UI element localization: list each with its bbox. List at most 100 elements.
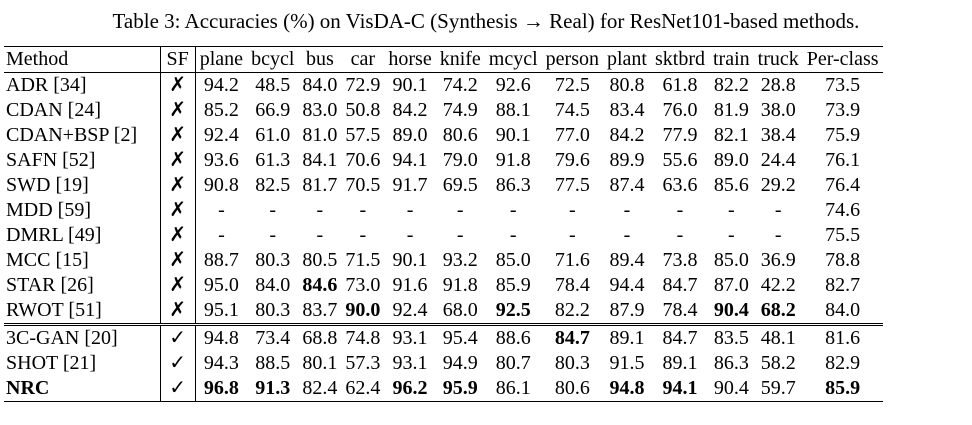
method-cell: RWOT [51]	[6, 299, 102, 321]
value-cell: 80.6	[541, 376, 603, 402]
value-cell: 82.2	[554, 299, 590, 321]
value-cell: 90.0	[345, 299, 381, 321]
source-free-cell: ✗	[159, 72, 196, 98]
value-cell: 85.9	[802, 376, 883, 402]
value-cell: 88.1	[495, 99, 531, 121]
value-cell: 77.0	[554, 124, 590, 146]
value-cell: 82.1	[713, 124, 749, 146]
table-row: SHOT [21] ✓ 94.3 88.5 80.1 57.3 93.1 94.9 80.7 80…	[4, 351, 883, 376]
value-cell: 57.5	[345, 124, 381, 146]
value-cell: 74.5	[554, 99, 590, 121]
value-cell: 82.7	[825, 274, 861, 296]
table-row: NRC ✓ 96.8 91.3 82.4 62.4 96.2 95.9 86.1 80.6 94.8…	[4, 376, 883, 402]
table-caption: Table 3: Accuracies (%) on VisDA-C (Synt…	[112, 9, 860, 33]
table-row: MCC [15] ✗ 88.7 80.3 80.5 71.5 90.1 93.2 85.0 71.…	[4, 248, 883, 273]
value-cell: 77.9	[662, 124, 698, 146]
value-cell: -	[316, 224, 324, 246]
value-cell: -	[727, 199, 735, 221]
value-cell: 81.6	[802, 323, 883, 351]
value-cell: 78.4	[554, 274, 590, 296]
column-header: truck	[753, 46, 803, 73]
value-cell: 94.2	[195, 72, 248, 98]
method-cell: SHOT [21]	[6, 352, 97, 374]
value-cell: -	[623, 199, 631, 221]
column-header: mcycl	[484, 46, 542, 73]
value-cell: 84.7	[541, 323, 603, 351]
value-cell: 95.1	[203, 299, 239, 321]
value-cell: 85.2	[203, 99, 239, 121]
value-cell: 68.0	[442, 299, 478, 321]
column-header: Per-class	[802, 46, 883, 73]
value-cell: 82.2	[709, 72, 754, 98]
value-cell: 84.0	[255, 274, 291, 296]
value-cell: -	[359, 224, 367, 246]
value-cell: 74.2	[435, 72, 485, 98]
table-row: RWOT [51] ✗ 95.1 80.3 83.7 90.0 92.4 68.0 92.5 82…	[4, 298, 883, 325]
value-cell: 38.4	[760, 124, 796, 146]
value-cell: 95.0	[203, 274, 239, 296]
value-cell: 72.5	[541, 72, 603, 98]
value-cell: 61.8	[651, 72, 709, 98]
value-cell: 88.5	[255, 352, 291, 374]
column-header: plant	[603, 46, 651, 73]
value-cell: 89.1	[603, 323, 651, 351]
value-cell: 80.5	[302, 249, 338, 271]
value-cell: 87.0	[713, 274, 749, 296]
value-cell: -	[359, 199, 367, 221]
value-cell: -	[269, 224, 277, 246]
value-cell: -	[676, 199, 684, 221]
value-cell: 71.5	[345, 249, 381, 271]
value-cell: 93.2	[442, 249, 478, 271]
value-cell: -	[676, 224, 684, 246]
value-cell: 84.2	[609, 124, 645, 146]
value-cell: -	[269, 199, 277, 221]
value-cell: -	[623, 224, 631, 246]
source-free-cell: ✗	[159, 123, 196, 148]
value-cell: 92.4	[203, 124, 239, 146]
value-cell: 55.6	[662, 149, 698, 171]
value-cell: 90.1	[392, 249, 428, 271]
value-cell: 89.0	[392, 124, 428, 146]
value-cell: 89.4	[609, 249, 645, 271]
value-cell: 61.0	[255, 124, 291, 146]
value-cell: 94.4	[609, 274, 645, 296]
value-cell: 76.4	[825, 174, 861, 196]
value-cell: 91.7	[392, 174, 428, 196]
value-cell: 84.0	[298, 72, 342, 98]
value-cell: 80.3	[255, 299, 291, 321]
method-cell: 3C-GAN [20]	[4, 323, 160, 351]
value-cell: 68.8	[298, 323, 342, 351]
value-cell: 94.8	[603, 376, 651, 402]
value-cell: 76.1	[825, 149, 861, 171]
value-cell: 81.7	[302, 174, 338, 196]
source-free-cell: ✗	[159, 248, 196, 273]
value-cell: 82.5	[255, 174, 291, 196]
value-cell: 82.9	[825, 352, 861, 374]
value-cell: 70.5	[345, 174, 381, 196]
table-row: SAFN [52] ✗ 93.6 61.3 84.1 70.6 94.1 79.0 91.8 79…	[4, 148, 883, 173]
value-cell: 94.9	[442, 352, 478, 374]
value-cell: 90.1	[384, 72, 436, 98]
value-cell: 90.1	[495, 124, 531, 146]
source-free-cell: ✗	[159, 198, 196, 223]
value-cell: 92.4	[392, 299, 428, 321]
value-cell: 24.4	[760, 149, 796, 171]
value-cell: 89.9	[609, 149, 645, 171]
value-cell: 73.0	[345, 274, 381, 296]
table-body: ADR [34] ✗ 94.2 48.5 84.0 72.9 90.1 74.2 92.6 72.…	[4, 72, 883, 402]
column-header: SF	[159, 46, 196, 73]
value-cell: 85.9	[495, 274, 531, 296]
value-cell: 72.9	[341, 72, 385, 98]
value-cell: 94.1	[392, 149, 428, 171]
value-cell: 87.4	[609, 174, 645, 196]
value-cell: -	[218, 199, 225, 221]
value-cell: 84.6	[302, 274, 338, 296]
value-cell: 89.1	[662, 352, 698, 374]
value-cell: 83.7	[302, 299, 338, 321]
value-cell: 62.4	[341, 376, 385, 402]
value-cell: 75.5	[825, 224, 861, 246]
value-cell: 73.8	[662, 249, 698, 271]
value-cell: 95.4	[435, 323, 485, 351]
value-cell: -	[774, 199, 782, 221]
column-header: bus	[298, 46, 342, 73]
